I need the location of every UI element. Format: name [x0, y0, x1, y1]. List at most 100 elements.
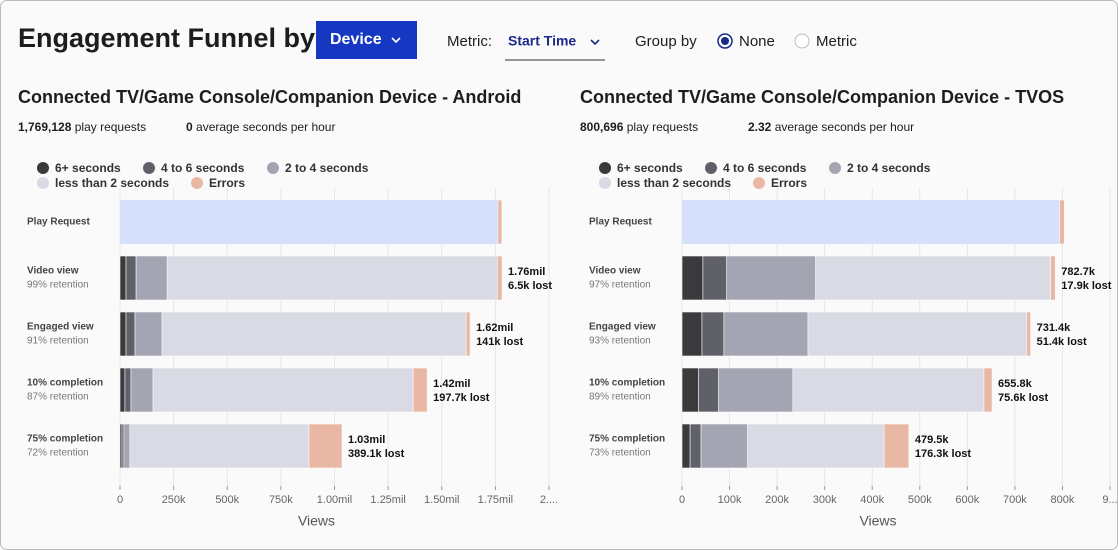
radio-dot: [721, 37, 729, 45]
value-label: 731.4k: [1037, 322, 1072, 334]
legend-label: 2 to 4 seconds: [847, 161, 931, 175]
bar-segment: [134, 311, 163, 357]
x-tick-label: 200k: [765, 494, 789, 506]
bar-segment: [125, 255, 137, 301]
button-bg[interactable]: [316, 21, 417, 59]
lost-label: 17.9k lost: [1061, 280, 1111, 292]
category-label: Play Request: [589, 217, 652, 228]
bar-segment: [166, 255, 498, 301]
legend-swatch: [599, 177, 611, 189]
retention-label: 89% retention: [589, 392, 651, 403]
bar-segment: [747, 423, 885, 469]
bar-segment: [689, 423, 702, 469]
x-tick-label: 1.00mil: [317, 494, 352, 506]
legend-swatch: [599, 162, 611, 174]
radio-label[interactable]: Metric: [816, 33, 857, 50]
radio[interactable]: [794, 33, 810, 49]
radio-none[interactable]: None: [717, 33, 775, 50]
bar-segment: [815, 255, 1051, 301]
category-label: Video view: [27, 266, 79, 277]
x-tick-label: 1.50mil: [424, 494, 459, 506]
page-title: Engagement Funnel by: [18, 23, 315, 53]
lost-label: 176.3k lost: [915, 448, 972, 460]
category-label: Play Request: [27, 217, 90, 228]
bar-segment: [723, 311, 809, 357]
bar-segment: [1050, 255, 1056, 301]
x-axis-label: Views: [298, 513, 335, 529]
legend-label: 6+ seconds: [617, 161, 683, 175]
x-tick-label: 250k: [162, 494, 186, 506]
stat-label: average seconds per hour: [196, 120, 335, 134]
bar-segment: [308, 423, 343, 469]
legend-swatch: [37, 177, 49, 189]
x-tick-label: 700k: [1003, 494, 1027, 506]
bar-segment: [807, 311, 1028, 357]
group-button[interactable]: Device: [316, 21, 417, 59]
retention-label: 97% retention: [589, 280, 651, 291]
retention-label: 73% retention: [589, 448, 651, 459]
stat: 0 average seconds per hour: [186, 120, 335, 134]
x-tick-label: 100k: [718, 494, 742, 506]
x-tick-label: 300k: [813, 494, 837, 506]
bar-segment: [119, 311, 127, 357]
category-label: Engaged view: [589, 322, 656, 333]
x-tick-label: 750k: [269, 494, 293, 506]
legend-swatch: [191, 177, 203, 189]
lost-label: 75.6k lost: [998, 392, 1048, 404]
legend-swatch: [267, 162, 279, 174]
chevron: [391, 37, 401, 44]
button-label[interactable]: Device: [330, 31, 382, 48]
legend-label: 4 to 6 seconds: [723, 161, 807, 175]
legend-label: Errors: [771, 176, 807, 190]
stat-label: average seconds per hour: [775, 120, 914, 134]
value-label: 1.76mil: [508, 266, 545, 278]
x-tick-label: 0: [117, 494, 123, 506]
chart-title: Connected TV/Game Console/Companion Devi…: [18, 87, 521, 107]
bar-segment: [698, 367, 719, 413]
legend-label: less than 2 seconds: [617, 176, 731, 190]
bar-segment: [700, 423, 748, 469]
x-tick-label: 500k: [908, 494, 932, 506]
radio-metric[interactable]: Metric: [794, 33, 857, 50]
x-tick-label: 1.75mil: [478, 494, 513, 506]
metric-dropdown[interactable]: Start Time: [505, 33, 605, 61]
retention-label: 91% retention: [27, 336, 89, 347]
legend-label: Errors: [209, 176, 245, 190]
x-tick-label: 800k: [1051, 494, 1075, 506]
bar-segment: [682, 200, 1060, 244]
bar-segment: [497, 199, 503, 245]
value-label: 1.62mil: [476, 322, 513, 334]
x-tick-label: 1.25mil: [370, 494, 405, 506]
bar-segment: [681, 423, 691, 469]
x-tick-label: 0: [679, 494, 685, 506]
bar-segment: [701, 311, 725, 357]
category-label: 10% completion: [589, 378, 665, 389]
bar-segment: [119, 255, 127, 301]
bar-segment: [718, 367, 794, 413]
x-tick-label: 400k: [860, 494, 884, 506]
legend-label: 2 to 4 seconds: [285, 161, 369, 175]
radio-label[interactable]: None: [739, 33, 775, 50]
bar-segment: [161, 311, 467, 357]
stat-value: 0: [186, 120, 193, 134]
bar-segment: [119, 367, 126, 413]
bar-segment: [983, 367, 993, 413]
bar-segment: [123, 423, 131, 469]
x-tick-label: 2....: [540, 494, 558, 506]
bar-segment: [130, 367, 154, 413]
stat-value: 1,769,128: [18, 120, 72, 134]
lost-label: 197.7k lost: [433, 392, 490, 404]
retention-label: 72% retention: [27, 448, 89, 459]
value-label: 655.8k: [998, 378, 1033, 390]
bar-segment: [129, 423, 310, 469]
lost-label: 389.1k lost: [348, 448, 405, 460]
value-label: 1.42mil: [433, 378, 470, 390]
metric-value[interactable]: Start Time: [508, 33, 576, 49]
bar-segment: [726, 255, 816, 301]
lost-label: 51.4k lost: [1037, 336, 1087, 348]
bar-segment: [135, 255, 168, 301]
category-label: Engaged view: [27, 322, 94, 333]
lost-label: 141k lost: [476, 336, 523, 348]
stat-value: 800,696: [580, 120, 624, 134]
